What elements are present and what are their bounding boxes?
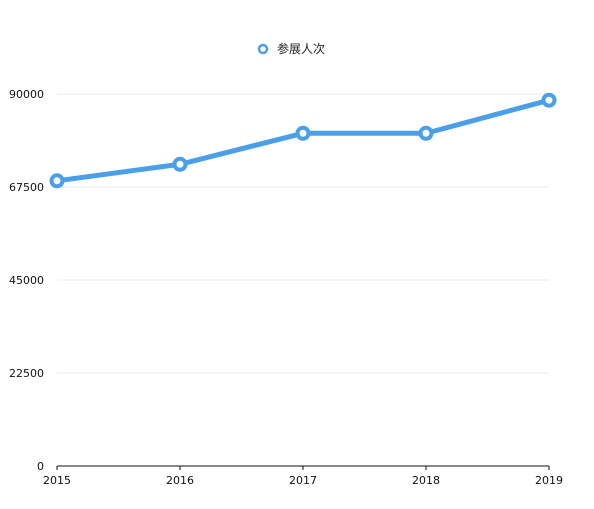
y-axis: 0 22500 45000 67500 90000 [9, 88, 44, 473]
series-layer [49, 92, 557, 189]
x-tick-label-2018: 2018 [412, 474, 440, 487]
gridlines [57, 93, 549, 374]
data-point-2017 [295, 125, 311, 141]
y-tick-label-67500: 67500 [9, 181, 44, 194]
data-point-2016 [172, 156, 188, 172]
y-tick-label-22500: 22500 [9, 367, 44, 380]
y-tick-label-45000: 45000 [9, 274, 44, 287]
data-point-2015 [49, 173, 65, 189]
legend-marker-icon [257, 43, 269, 55]
x-tick-label-2017: 2017 [289, 474, 317, 487]
x-tick-label-2016: 2016 [166, 474, 194, 487]
data-point-2018 [418, 125, 434, 141]
x-tick-label-2015: 2015 [43, 474, 71, 487]
legend-label: 参展人次 [277, 41, 325, 56]
y-tick-label-0: 0 [37, 460, 44, 473]
x-tick-label-2019: 2019 [535, 474, 563, 487]
x-axis: 2015 2016 2017 2018 2019 [43, 465, 563, 487]
y-tick-label-90000: 90000 [9, 88, 44, 101]
legend: 参展人次 [257, 41, 325, 56]
data-point-2019 [541, 92, 557, 108]
